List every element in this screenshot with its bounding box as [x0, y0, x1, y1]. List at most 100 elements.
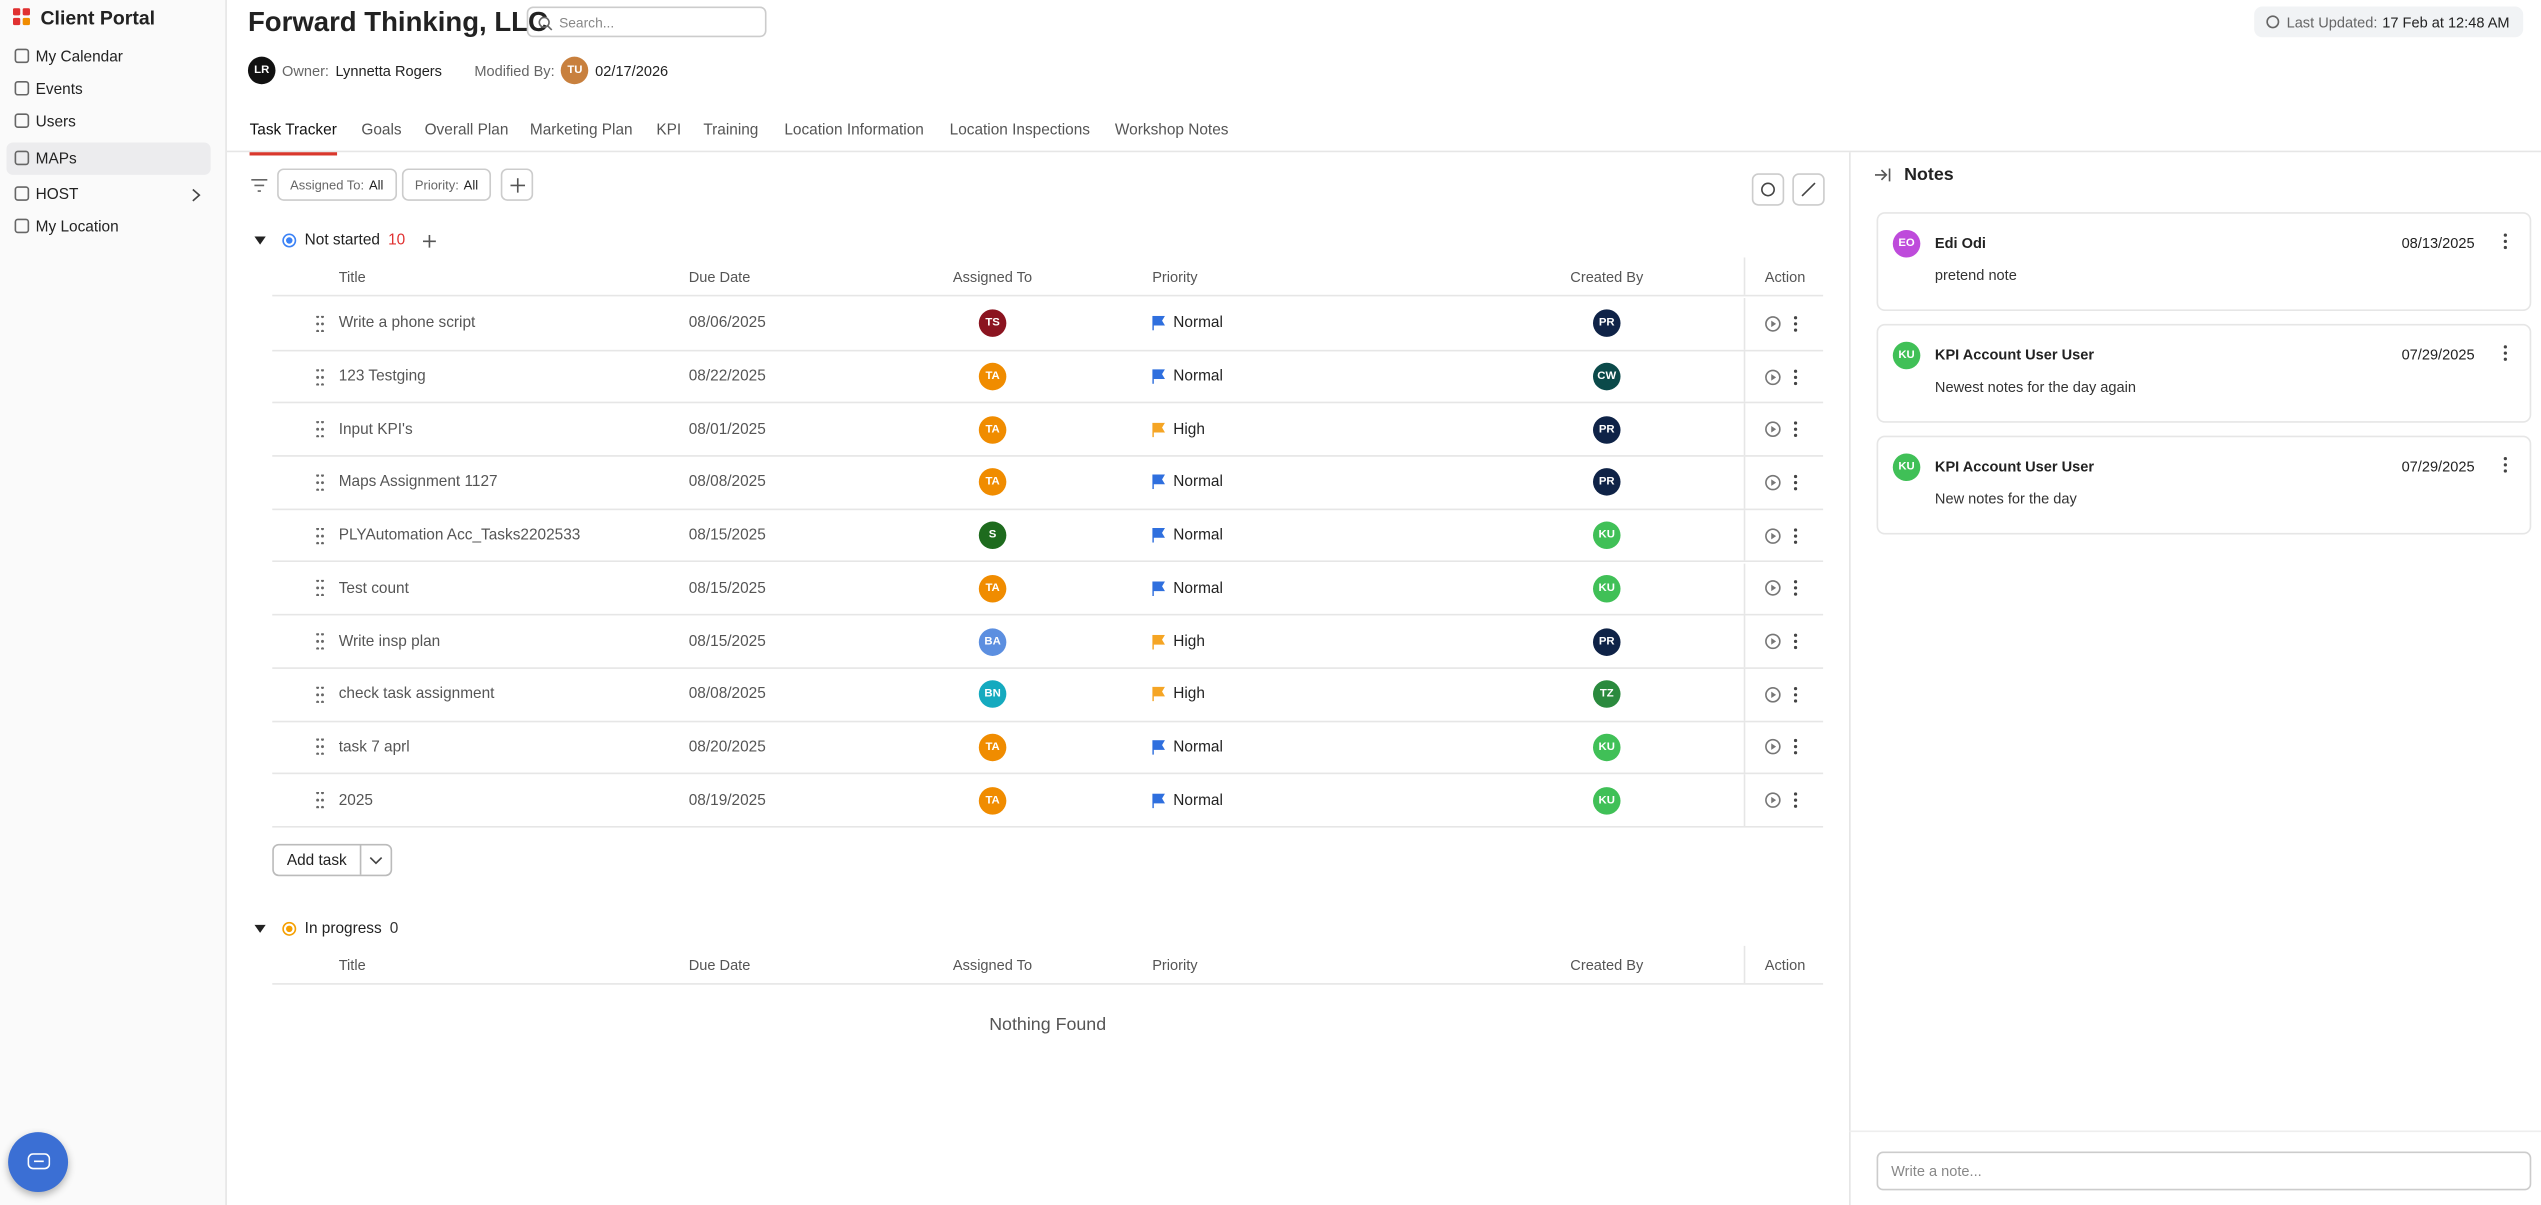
cell: TZ: [1570, 669, 1743, 720]
more-button[interactable]: [1792, 368, 1798, 385]
sidebar: Client Portal My Calendar Events Users MAPs…: [0, 0, 227, 1205]
dot: [316, 580, 320, 583]
drag-handle[interactable]: [316, 739, 324, 756]
nav-item[interactable]: My Calendar: [6, 40, 210, 72]
tab[interactable]: Location Information: [784, 121, 924, 140]
drag-handle[interactable]: [316, 527, 324, 544]
dot: [1793, 328, 1798, 332]
start-button[interactable]: [1765, 686, 1781, 703]
tab[interactable]: Workshop Notes: [1114, 121, 1229, 140]
search-box[interactable]: Search...: [526, 6, 767, 38]
ring: [1765, 739, 1781, 756]
note-menu[interactable]: [2502, 457, 2508, 473]
drag-handle[interactable]: [316, 792, 324, 809]
dot: [321, 639, 324, 643]
drag-handle[interactable]: [316, 315, 324, 332]
note-menu[interactable]: [2502, 233, 2508, 250]
start-button[interactable]: [1765, 633, 1781, 650]
more-button[interactable]: [1792, 792, 1798, 809]
tab[interactable]: Location Inspections: [949, 121, 1091, 140]
collapse-button[interactable]: [1792, 173, 1825, 206]
nav-item[interactable]: My Location: [6, 211, 210, 243]
task-row[interactable]: check task assignment 08/08/2025 BN High TZ: [272, 668, 1824, 722]
drag-handle[interactable]: [316, 580, 324, 597]
start-button[interactable]: [1765, 368, 1781, 385]
more-button[interactable]: [1792, 739, 1798, 756]
dot: [316, 541, 320, 544]
task-row[interactable]: PLYAutomation Acc_Tasks2202533 08/15/2025…: [272, 509, 1824, 563]
group-header[interactable]: In progress 0: [254, 917, 398, 941]
more-button[interactable]: [1792, 686, 1798, 703]
play: [1771, 797, 1777, 804]
start-button[interactable]: [1765, 527, 1781, 544]
filter-icon[interactable]: [251, 178, 268, 193]
dot: [321, 481, 324, 485]
tab[interactable]: Goals: [361, 121, 402, 140]
dot: [316, 368, 320, 371]
play: [1771, 426, 1777, 433]
note-menu[interactable]: [2502, 345, 2508, 361]
start-button[interactable]: [1765, 739, 1781, 756]
nav-item[interactable]: Users: [6, 105, 210, 137]
app-name[interactable]: Client Portal: [40, 6, 156, 30]
dot: [316, 700, 320, 703]
start-button[interactable]: [1765, 421, 1781, 438]
dot: [1793, 698, 1798, 703]
start-button[interactable]: [1765, 580, 1781, 597]
more-button[interactable]: [1792, 474, 1798, 491]
dot: [316, 481, 320, 485]
tab[interactable]: Marketing Plan: [529, 121, 633, 140]
start-button[interactable]: [1765, 315, 1781, 332]
task-row[interactable]: Write insp plan 08/15/2025 BA High PR: [272, 615, 1824, 669]
task-row[interactable]: Maps Assignment 1127 08/08/2025 TA Normal PR: [272, 456, 1824, 510]
tab[interactable]: Overall Plan: [424, 121, 509, 140]
task-row[interactable]: Write a phone script 08/06/2025 TS Normal PR: [272, 298, 1824, 351]
more-button[interactable]: [1792, 633, 1798, 650]
empty-state: Nothing Found: [989, 1015, 1107, 1035]
add-task-icon[interactable]: [423, 234, 437, 247]
start-button[interactable]: [1765, 474, 1781, 491]
drag-handle[interactable]: [316, 633, 324, 650]
start-button[interactable]: [1765, 792, 1781, 809]
cell: KU: [1570, 775, 1743, 826]
ring: [1765, 368, 1781, 385]
drag-handle[interactable]: [316, 686, 324, 703]
cell: TA: [953, 404, 1152, 455]
chat-button[interactable]: [8, 1132, 69, 1193]
task-row[interactable]: 2025 08/19/2025 TA Normal KU: [272, 774, 1824, 828]
nav-item[interactable]: Events: [6, 73, 210, 105]
tab[interactable]: Training: [703, 121, 759, 140]
refresh-button[interactable]: [1751, 173, 1785, 206]
drag-handle[interactable]: [316, 368, 324, 385]
note-input[interactable]: Write a note...: [1876, 1151, 2532, 1191]
cell: [1743, 774, 1823, 826]
column-header: Priority: [1152, 268, 1198, 285]
add-task-button[interactable]: Add task: [272, 843, 393, 877]
dot: [316, 474, 320, 477]
cell: KU: [1570, 563, 1743, 614]
tab[interactable]: KPI: [656, 121, 682, 140]
group-header[interactable]: Not started 10: [254, 228, 437, 252]
filter-pill[interactable]: Priority: All: [401, 168, 492, 201]
task-row[interactable]: Test count 08/15/2025 TA Normal KU: [272, 562, 1824, 616]
dot: [321, 421, 324, 424]
notes-collapse[interactable]: [1874, 167, 1891, 183]
nav-item[interactable]: MAPs: [6, 142, 211, 175]
filter-pill[interactable]: Assigned To: All: [277, 168, 397, 201]
add-filter[interactable]: [500, 168, 534, 201]
more-button[interactable]: [1792, 421, 1798, 438]
drag-handle[interactable]: [316, 421, 324, 438]
add-task-menu[interactable]: [359, 845, 391, 875]
more-button[interactable]: [1792, 527, 1798, 544]
drag-handle[interactable]: [316, 474, 324, 491]
task-row[interactable]: task 7 aprl 08/20/2025 TA Normal KU: [272, 721, 1824, 775]
task-row[interactable]: Input KPI's 08/01/2025 TA High PR: [272, 403, 1824, 457]
note-card: EO Edi Odi 08/13/2025 pretend note: [1876, 212, 2532, 311]
nav-item[interactable]: HOST: [6, 178, 210, 210]
tab[interactable]: Task Tracker: [249, 121, 337, 156]
more-button[interactable]: [1792, 315, 1798, 332]
play: [1771, 532, 1777, 539]
dot: [316, 322, 320, 326]
more-button[interactable]: [1792, 580, 1798, 597]
task-row[interactable]: 123 Testging 08/22/2025 TA Normal CW: [272, 350, 1824, 404]
